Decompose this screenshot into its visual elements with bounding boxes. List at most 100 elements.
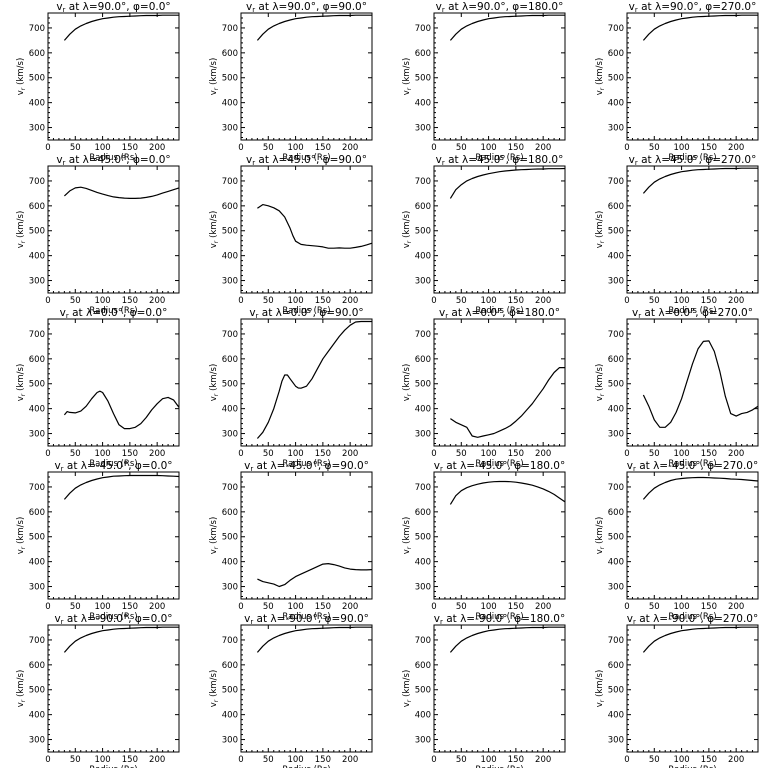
y-tick-label: 300 — [222, 736, 238, 746]
y-tick-label: 400 — [415, 252, 431, 262]
x-tick-label: 200 — [728, 143, 744, 153]
y-tick-label: 500 — [415, 74, 431, 84]
x-tick-label: 200 — [728, 602, 744, 612]
x-tick-label: 50 — [456, 755, 467, 765]
y-tick-label: 700 — [29, 483, 45, 493]
y-tick-label: 600 — [29, 661, 45, 671]
x-tick-label: 150 — [508, 449, 524, 459]
y-tick-label: 700 — [222, 636, 238, 646]
series-line — [256, 626, 372, 653]
x-tick-label: 150 — [315, 602, 331, 612]
y-tick-label: 400 — [608, 252, 624, 262]
x-tick-label: 100 — [287, 755, 303, 765]
x-tick-label: 0 — [238, 449, 243, 459]
panel-title: vr at λ=-45.0°, φ=180.0° — [434, 460, 565, 473]
y-tick-label: 700 — [608, 483, 624, 493]
panel-title: vr at λ=90.0°, φ=180.0° — [436, 1, 564, 14]
x-tick-label: 200 — [535, 143, 551, 153]
x-tick-label: 150 — [701, 143, 717, 153]
x-axis-label: Radius (Rs) — [668, 459, 716, 469]
panel-13: vr at λ=-45.0°, φ=0.0° 0 50 100 150 200 300 400… — [16, 460, 180, 622]
x-tick-label: 100 — [673, 143, 689, 153]
y-tick-label: 300 — [608, 277, 624, 287]
x-tick-label: 0 — [431, 755, 436, 765]
y-tick-label: 700 — [415, 177, 431, 187]
y-tick-label: 600 — [29, 49, 45, 59]
x-tick-label: 0 — [238, 143, 243, 153]
plot-frame — [240, 318, 373, 447]
x-tick-label: 100 — [673, 296, 689, 306]
x-tick-label: 200 — [342, 449, 358, 459]
y-tick-label: 700 — [608, 24, 624, 34]
x-tick-label: 150 — [122, 143, 138, 153]
y-tick-label: 600 — [222, 202, 238, 212]
x-tick-label: 0 — [431, 602, 436, 612]
y-tick-label: 600 — [415, 508, 431, 518]
plot-frame — [433, 318, 566, 447]
x-tick-label: 150 — [122, 602, 138, 612]
y-tick-label: 300 — [415, 583, 431, 593]
x-tick-label: 150 — [315, 755, 331, 765]
y-axis-label: vr (km/s) — [16, 211, 27, 249]
y-tick-label: 500 — [608, 686, 624, 696]
x-tick-label: 50 — [263, 296, 274, 306]
series-line — [642, 626, 758, 653]
y-tick-label: 700 — [222, 24, 238, 34]
panel-title: vr at λ=-90.0°, φ=270.0° — [627, 613, 758, 626]
x-axis-label: Radius (Rs) — [89, 306, 137, 316]
y-tick-label: 600 — [222, 49, 238, 59]
y-tick-label: 600 — [608, 355, 624, 365]
x-tick-label: 200 — [728, 296, 744, 306]
y-axis-label: vr (km/s) — [402, 58, 413, 96]
x-axis-label: Radius (Rs) — [668, 612, 716, 622]
y-tick-label: 700 — [222, 483, 238, 493]
y-tick-label: 300 — [222, 277, 238, 287]
y-tick-label: 600 — [415, 355, 431, 365]
x-tick-label: 50 — [70, 449, 81, 459]
x-tick-label: 150 — [315, 449, 331, 459]
x-tick-label: 50 — [263, 449, 274, 459]
series-line — [63, 474, 180, 500]
y-axis-label: vr (km/s) — [16, 670, 27, 708]
x-tick-label: 200 — [149, 602, 165, 612]
x-tick-label: 200 — [535, 449, 551, 459]
plot-frame — [47, 318, 180, 447]
x-tick-label: 150 — [508, 296, 524, 306]
series-line — [642, 167, 758, 194]
series-line — [449, 626, 565, 653]
y-tick-label: 700 — [608, 330, 624, 340]
x-tick-label: 150 — [122, 755, 138, 765]
y-tick-label: 600 — [608, 202, 624, 212]
x-tick-label: 150 — [508, 602, 524, 612]
x-tick-label: 150 — [122, 296, 138, 306]
x-tick-label: 0 — [238, 296, 243, 306]
y-tick-label: 600 — [29, 508, 45, 518]
x-tick-label: 100 — [480, 449, 496, 459]
panel-12: vr at λ=0.0°, φ=270.0° 0 50 100 150 200 300 400… — [595, 307, 759, 469]
y-tick-label: 400 — [608, 711, 624, 721]
y-axis-label: vr (km/s) — [16, 364, 27, 402]
y-tick-label: 400 — [222, 99, 238, 109]
x-tick-label: 50 — [70, 143, 81, 153]
x-tick-label: 200 — [342, 755, 358, 765]
y-tick-label: 500 — [415, 227, 431, 237]
y-axis-label: vr (km/s) — [595, 58, 606, 96]
x-tick-label: 100 — [673, 755, 689, 765]
y-axis-label: vr (km/s) — [209, 670, 220, 708]
x-tick-label: 200 — [149, 755, 165, 765]
x-tick-label: 100 — [287, 296, 303, 306]
x-axis-label: Radius (Rs) — [282, 459, 330, 469]
plot-frame — [47, 624, 180, 753]
y-axis-label: vr (km/s) — [209, 517, 220, 555]
x-tick-label: 50 — [70, 296, 81, 306]
y-tick-label: 600 — [222, 508, 238, 518]
y-tick-label: 400 — [415, 558, 431, 568]
y-tick-label: 300 — [29, 430, 45, 440]
series-line — [257, 562, 373, 588]
x-tick-label: 100 — [94, 296, 110, 306]
y-tick-label: 500 — [29, 380, 45, 390]
y-tick-label: 400 — [222, 405, 238, 415]
x-tick-label: 0 — [45, 602, 50, 612]
x-tick-label: 100 — [94, 755, 110, 765]
y-tick-label: 600 — [29, 202, 45, 212]
